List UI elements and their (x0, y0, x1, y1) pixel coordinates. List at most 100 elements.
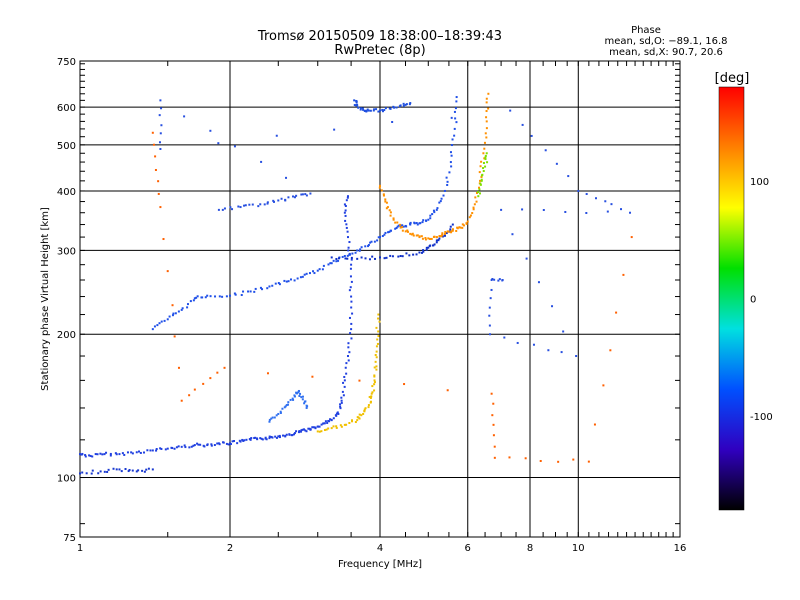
scatter-point (399, 223, 402, 226)
scatter-point (301, 193, 304, 196)
scatter-point (438, 237, 441, 240)
scatter-point (177, 310, 180, 313)
scatter-point (313, 272, 316, 275)
scatter-point (261, 438, 264, 441)
scatter-point (560, 351, 563, 354)
scatter-point (339, 424, 342, 427)
scatter-point (408, 103, 411, 106)
scatter-point (263, 203, 266, 206)
scatter-point (424, 236, 427, 239)
scatter-point (362, 412, 365, 415)
scatter-point (99, 452, 102, 455)
scatter-point (441, 233, 444, 236)
scatter-point (308, 272, 311, 275)
scatter-point (270, 417, 273, 420)
scatter-point (155, 448, 158, 451)
scatter-point (141, 469, 144, 472)
scatter-point (475, 191, 478, 194)
scatter-point (406, 229, 409, 232)
scatter-point (131, 469, 134, 472)
scatter-point (236, 442, 239, 445)
scatter-point (385, 256, 388, 259)
scatter-point (332, 417, 335, 420)
scatter-point (306, 405, 309, 408)
scatter-point (346, 355, 349, 358)
scatter-point (371, 385, 374, 388)
scatter-point (284, 435, 287, 438)
scatter-point (94, 453, 97, 456)
scatter-point (234, 293, 237, 296)
scatter-point (242, 439, 245, 442)
scatter-point (493, 445, 496, 448)
scatter-point (137, 469, 140, 472)
scatter-point (342, 394, 345, 397)
scatter-point (451, 138, 454, 141)
scatter-point (418, 235, 421, 238)
scatter-point (489, 333, 492, 336)
scatter-point (166, 447, 169, 450)
scatter-point (622, 273, 625, 276)
scatter-point (344, 366, 347, 369)
scatter-point (377, 236, 380, 239)
scatter-point (348, 316, 351, 319)
scatter-point (351, 420, 354, 423)
scatter-point (312, 426, 315, 429)
scatter-point (204, 296, 207, 299)
scatter-point (155, 449, 158, 452)
scatter-point (363, 109, 366, 112)
scatter-point (266, 201, 269, 204)
scatter-point (492, 434, 495, 437)
scatter-point (478, 192, 481, 195)
scatter-point (437, 239, 440, 242)
scatter-point (602, 384, 605, 387)
scatter-point (477, 195, 480, 198)
scatter-point (356, 257, 359, 260)
scatter-point (271, 284, 274, 287)
scatter-point (266, 287, 269, 290)
scatter-point (156, 324, 159, 327)
scatter-point (79, 472, 81, 475)
colorbar-tick-label: 100 (750, 177, 769, 188)
scatter-point (227, 443, 230, 446)
stats-line-x: mean, sd,X: 90.7, 20.6 (609, 47, 723, 58)
scatter-point (484, 156, 487, 159)
scatter-point (201, 296, 204, 299)
scatter-point (606, 210, 609, 213)
scatter-point (79, 453, 81, 456)
y-tick-label: 100 (57, 474, 76, 485)
scatter-point (376, 338, 379, 341)
scatter-point (395, 227, 398, 230)
scatter-point (327, 263, 330, 266)
scatter-point (143, 470, 146, 473)
y-tick-label: 500 (57, 141, 76, 152)
scatter-point (146, 449, 149, 452)
scatter-point (384, 198, 387, 201)
scatter-point (209, 295, 212, 298)
scatter-point (451, 223, 454, 226)
scatter-point (480, 160, 483, 163)
scatter-point (360, 256, 363, 259)
scatter-point (188, 394, 191, 397)
scatter-point (453, 134, 456, 137)
scatter-point (485, 110, 488, 113)
scatter-point (572, 458, 575, 461)
scatter-point (81, 452, 84, 455)
scatter-point (378, 320, 381, 323)
scatter-point (311, 426, 314, 429)
colorbar-tick-label: 0 (750, 295, 756, 306)
scatter-point (210, 443, 213, 446)
scatter-point (292, 195, 295, 198)
scatter-point (483, 157, 486, 160)
scatter-point (284, 405, 287, 408)
scatter-point (449, 161, 452, 164)
scatter-point (344, 209, 347, 212)
scatter-point (435, 241, 438, 244)
scatter-point (451, 228, 454, 231)
scatter-point (343, 255, 346, 258)
scatter-point (173, 447, 176, 450)
scatter-point (488, 306, 491, 309)
scatter-point (405, 103, 408, 106)
scatter-point (491, 414, 494, 417)
scatter-point (439, 235, 442, 238)
scatter-point (585, 212, 588, 215)
